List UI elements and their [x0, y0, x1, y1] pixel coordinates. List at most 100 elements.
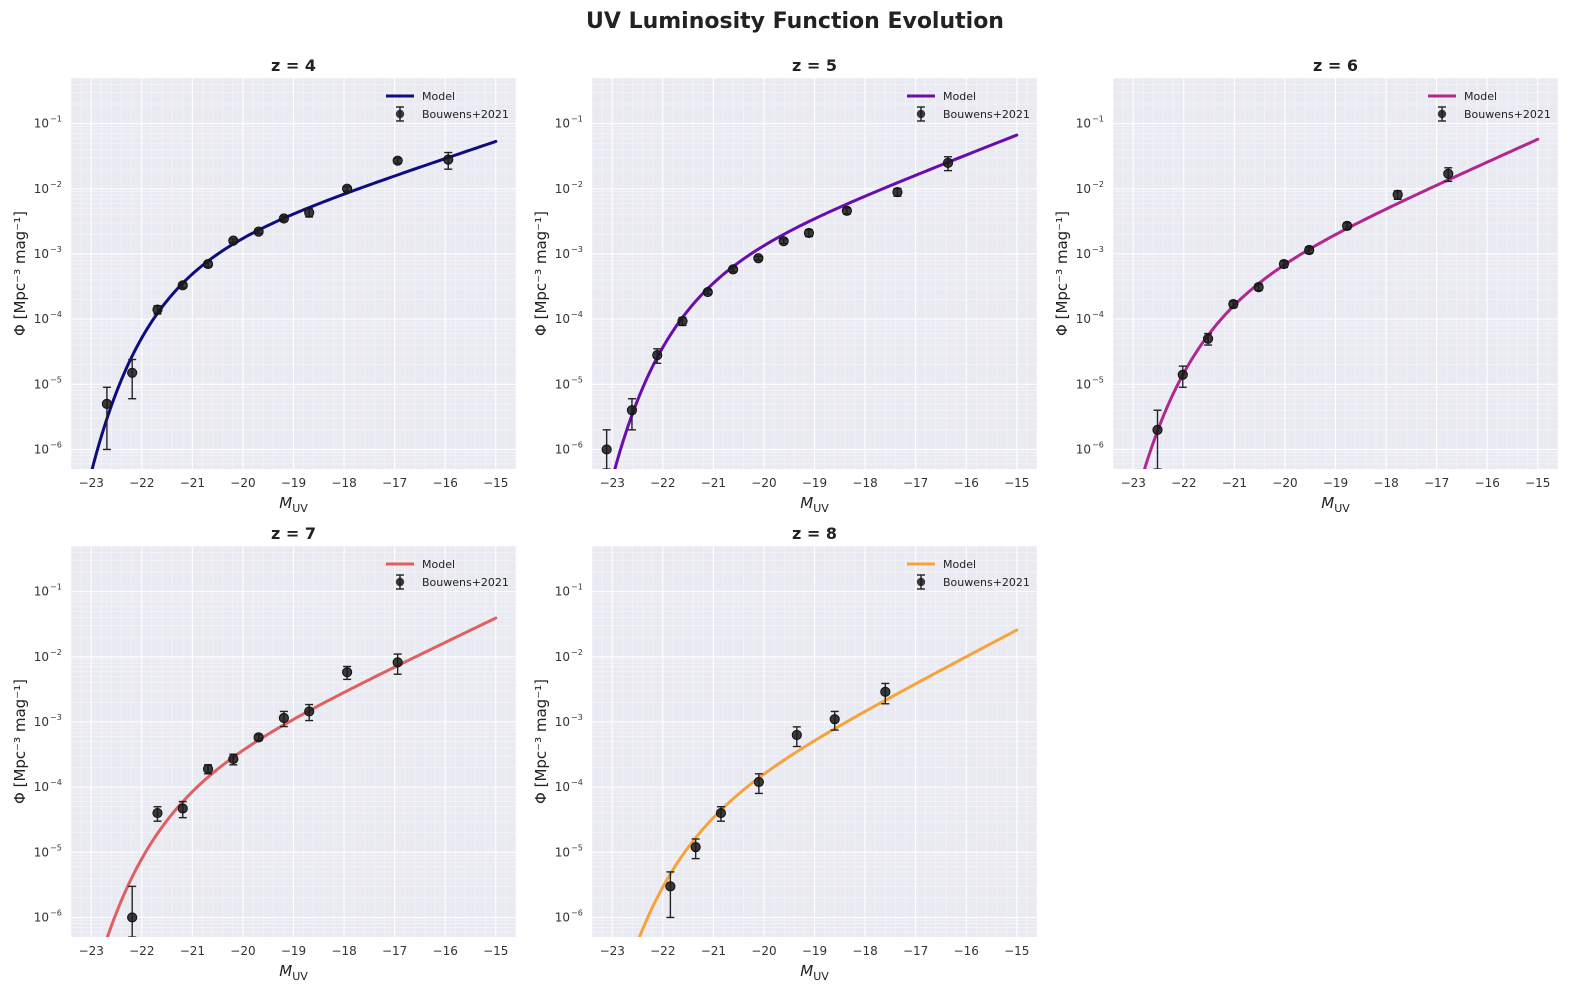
x-tick-label: −21 — [701, 476, 726, 490]
data-point-2 — [127, 358, 138, 400]
y-tick-exponent: −4 — [571, 778, 583, 787]
x-tick-label: −19 — [281, 476, 306, 490]
x-tick-label: −15 — [483, 944, 508, 958]
data-point-7 — [253, 226, 264, 237]
data-point-6 — [829, 710, 840, 731]
data-point-9 — [1392, 189, 1403, 200]
data-point-5 — [702, 286, 713, 298]
x-tick-label: −23 — [79, 476, 104, 490]
x-tick-label: −21 — [701, 944, 726, 958]
y-tick-exponent: −4 — [1092, 310, 1104, 319]
legend-data-marker — [395, 577, 405, 587]
x-tick-label: −19 — [802, 476, 827, 490]
data-point-3 — [1202, 332, 1214, 346]
marker — [652, 350, 663, 361]
x-tick-labels: −23 −22 −21 −20 −19 −18 −17 −16 −15 — [79, 944, 509, 958]
y-tick-label: 10 — [555, 182, 570, 196]
x-tick-label: −17 — [903, 944, 928, 958]
marker — [778, 236, 789, 247]
data-point-8 — [1342, 220, 1353, 231]
y-tick-label: 10 — [1076, 117, 1091, 131]
marker — [803, 227, 815, 239]
data-point-6 — [228, 235, 239, 246]
data-point-5 — [202, 258, 214, 270]
x-tick-label: −21 — [180, 476, 205, 490]
marker — [1392, 189, 1403, 200]
y-tick-label: 10 — [34, 247, 49, 261]
data-point-7 — [753, 253, 764, 264]
x-axis-label: MUV — [279, 494, 308, 515]
data-point-10 — [392, 653, 403, 675]
x-tick-label: −16 — [433, 476, 458, 490]
panel-title: z = 6 — [1313, 56, 1358, 75]
x-tick-label: −18 — [331, 476, 356, 490]
data-point-2 — [690, 838, 701, 860]
y-tick-exponent: −4 — [50, 778, 62, 787]
marker — [177, 280, 188, 291]
marker — [841, 205, 852, 216]
marker — [304, 207, 315, 218]
x-tick-label: −16 — [433, 944, 458, 958]
legend-data-marker — [1437, 109, 1447, 119]
y-axis-label: Φ [Mpc⁻³ mag⁻¹] — [1053, 211, 1071, 336]
y-axis-label: Φ [Mpc⁻³ mag⁻¹] — [532, 211, 550, 336]
y-tick-label: 10 — [555, 585, 570, 599]
y-tick-exponent: −2 — [1092, 180, 1104, 189]
data-point-5 — [228, 753, 239, 766]
plot-area — [90, 139, 498, 469]
x-tick-label: −20 — [230, 476, 255, 490]
model-curve — [1143, 137, 1540, 469]
y-tick-exponent: −5 — [50, 843, 62, 852]
data-point-1 — [101, 386, 113, 451]
data-point-8 — [304, 703, 315, 722]
marker — [1278, 258, 1290, 270]
data-point-7 — [1304, 244, 1315, 256]
data-point-10 — [841, 205, 852, 216]
x-tick-label: −22 — [650, 476, 675, 490]
data-point-12 — [942, 156, 954, 172]
marker — [1304, 244, 1315, 256]
marker — [942, 157, 954, 168]
y-tick-label: 10 — [34, 780, 49, 794]
data-point-3 — [715, 806, 727, 822]
x-tick-label: −23 — [79, 944, 104, 958]
x-tick-label: −16 — [954, 944, 979, 958]
data-point-11 — [392, 155, 403, 166]
x-tick-label: −15 — [1004, 476, 1029, 490]
x-tick-labels: −23 −22 −21 −20 −19 −18 −17 −16 −15 — [1121, 476, 1551, 490]
y-tick-exponent: −3 — [1092, 245, 1104, 254]
plot-area — [1143, 137, 1540, 469]
y-tick-exponent: −3 — [50, 245, 62, 254]
marker — [392, 657, 403, 668]
x-tick-label: −17 — [903, 476, 928, 490]
x-tick-label: −16 — [954, 476, 979, 490]
legend-data-marker — [916, 577, 926, 587]
y-tick-labels: 10−610−510−410−310−210−1 — [34, 115, 62, 457]
y-tick-label: 10 — [555, 117, 570, 131]
y-tick-exponent: −5 — [1092, 375, 1104, 384]
marker — [753, 776, 764, 788]
grid — [70, 545, 517, 937]
y-tick-exponent: −1 — [1092, 115, 1104, 124]
legend: Model Bouwens+2021 — [386, 558, 509, 590]
plot-area — [637, 628, 1019, 937]
marker — [1202, 333, 1214, 344]
marker — [152, 304, 163, 315]
marker — [892, 186, 903, 198]
plot-area — [105, 616, 498, 937]
y-tick-label: 10 — [1076, 377, 1091, 391]
x-tick-label: −22 — [1171, 476, 1196, 490]
marker — [702, 286, 713, 298]
data-point-5 — [791, 726, 802, 748]
marker — [1342, 220, 1353, 231]
y-tick-label: 10 — [555, 845, 570, 859]
x-tick-label: −22 — [650, 944, 675, 958]
data-point-8 — [778, 236, 789, 247]
data-point-11 — [892, 186, 903, 198]
y-tick-label: 10 — [555, 715, 570, 729]
y-tick-exponent: −1 — [571, 115, 583, 124]
